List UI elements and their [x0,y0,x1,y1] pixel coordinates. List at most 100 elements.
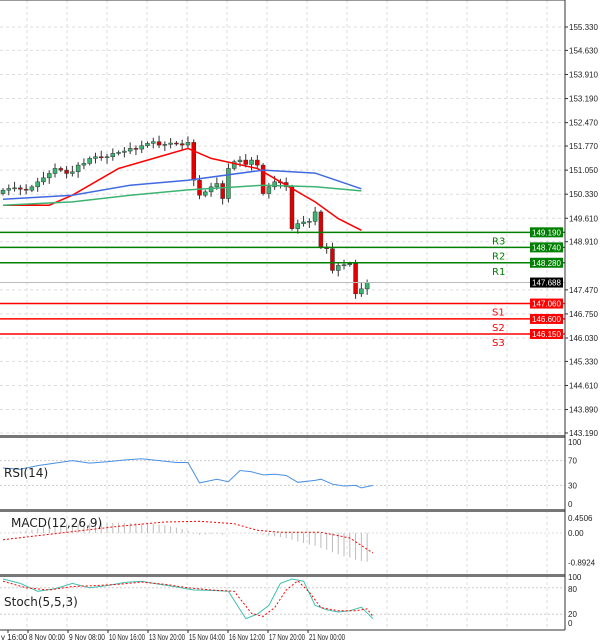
panel-separator [0,509,565,512]
candle-bullish [104,156,110,159]
candle-bullish [307,221,312,223]
candle-bullish [237,159,243,163]
price-box [530,298,563,309]
moving-average-line [3,147,362,231]
candle-bullish [93,156,98,159]
price-box [530,227,563,238]
price-tick-label: 151.050 [569,166,598,175]
candle-bullish [35,181,40,188]
time-tick-label: 17 Nov 20:00 [269,633,305,642]
candle-bullish [359,288,364,295]
rsi-tick-label: 30 [568,481,577,490]
price-tick-label: 148.910 [569,238,598,247]
candle-bullish [116,152,121,154]
level-label-r1: R1 [492,267,505,278]
candle-bearish [179,143,185,146]
pivot-levels: R3 149.190 R2 148.740 R1 148.280 S1 147.060 S2 14… [0,227,565,349]
candle-bullish [52,168,58,174]
candle-bearish [243,159,249,165]
candle-bullish [0,189,6,194]
macd-tick-label: -0.8924 [568,559,596,568]
candles [0,135,370,299]
grid [0,0,565,630]
macd-signal-line [2,520,374,554]
candle-bullish [203,191,208,196]
candle-bullish [41,177,46,183]
candle-bullish [341,264,347,267]
current-price-label: 147.688 [532,279,561,288]
panel-separator [0,574,565,577]
candle-bullish [46,173,52,179]
price-box [530,313,563,324]
candle-bullish [231,161,237,169]
indicator-panels [0,435,565,620]
candle-bearish [23,188,29,191]
price-box-label: 147.060 [532,300,561,309]
moving-averages [2,147,362,231]
candle-bearish [330,248,335,271]
candle-bullish [226,168,231,199]
candle-bearish [318,211,324,248]
price-box [530,242,563,253]
rsi-title: RSI(14) [4,466,48,480]
price-box-label: 148.280 [532,259,561,268]
candle-bullish [12,187,17,190]
candle-bearish [174,142,179,145]
candle-bullish [110,153,116,157]
candle-bullish [214,183,220,188]
price-box-label: 149.190 [532,228,561,237]
price-box-label: 146.600 [532,315,561,324]
stoch-tick-label: 0 [568,619,573,628]
candle-bullish [185,142,191,146]
candle-bullish [151,141,156,144]
candle-bullish [312,211,318,222]
candle-bearish [64,169,69,174]
candle-bullish [168,142,173,145]
candle-bullish [162,144,168,146]
level-label-s3: S3 [492,338,505,349]
moving-average-line [2,169,362,200]
rsi-tick-label: 0 [568,500,573,509]
candle-bullish [272,181,277,188]
candle-bullish [87,158,92,164]
candle-bearish [353,263,358,295]
price-tick-label: 153.190 [569,95,598,104]
macd-tick-label: 0.00 [568,529,584,538]
price-tick-label: 146.030 [569,334,598,343]
price-tick-label: 143.890 [569,406,598,415]
candle-bearish [289,186,295,229]
price-tick-label: 149.610 [569,214,598,223]
price-tick-label: 147.470 [569,286,598,295]
time-tick-label: 13 Nov 20:00 [149,633,185,642]
price-tick-label: 154.630 [569,46,598,55]
candle-bearish [260,164,266,194]
time-tick-label: v 16:00 [1,633,28,642]
macd-title: MACD(12,26,9) [11,516,102,530]
candle-bearish [133,148,139,150]
price-tick-label: 145.330 [569,357,598,366]
candle-bullish [6,188,12,191]
stoch-title: Stoch(5,5,3) [4,595,78,609]
level-label-r2: R2 [492,251,505,262]
time-tick-label: 9 Nov 08:00 [69,633,105,642]
price-box-label: 146.150 [532,330,561,339]
candle-bullish [145,143,150,146]
candle-bearish [220,183,225,199]
price-tick-label: 150.330 [569,190,598,199]
rsi-tick-label: 100 [568,438,582,447]
price-tick-label: 155.330 [569,23,598,32]
level-label-s1: S1 [492,308,505,319]
candle-bearish [58,168,64,171]
stoch-main-line [2,578,374,620]
stoch-tick-label: 80 [568,585,577,594]
candle-bullish [127,148,133,152]
candle-bullish [139,145,144,150]
candle-bullish [81,163,87,166]
price-tick-label: 151.770 [569,142,598,151]
price-tick-label: 152.470 [569,119,598,128]
candle-bullish [29,186,35,191]
time-tick-label: 8 Nov 00:00 [29,633,65,642]
macd-tick-label: 0.4506 [568,514,593,523]
